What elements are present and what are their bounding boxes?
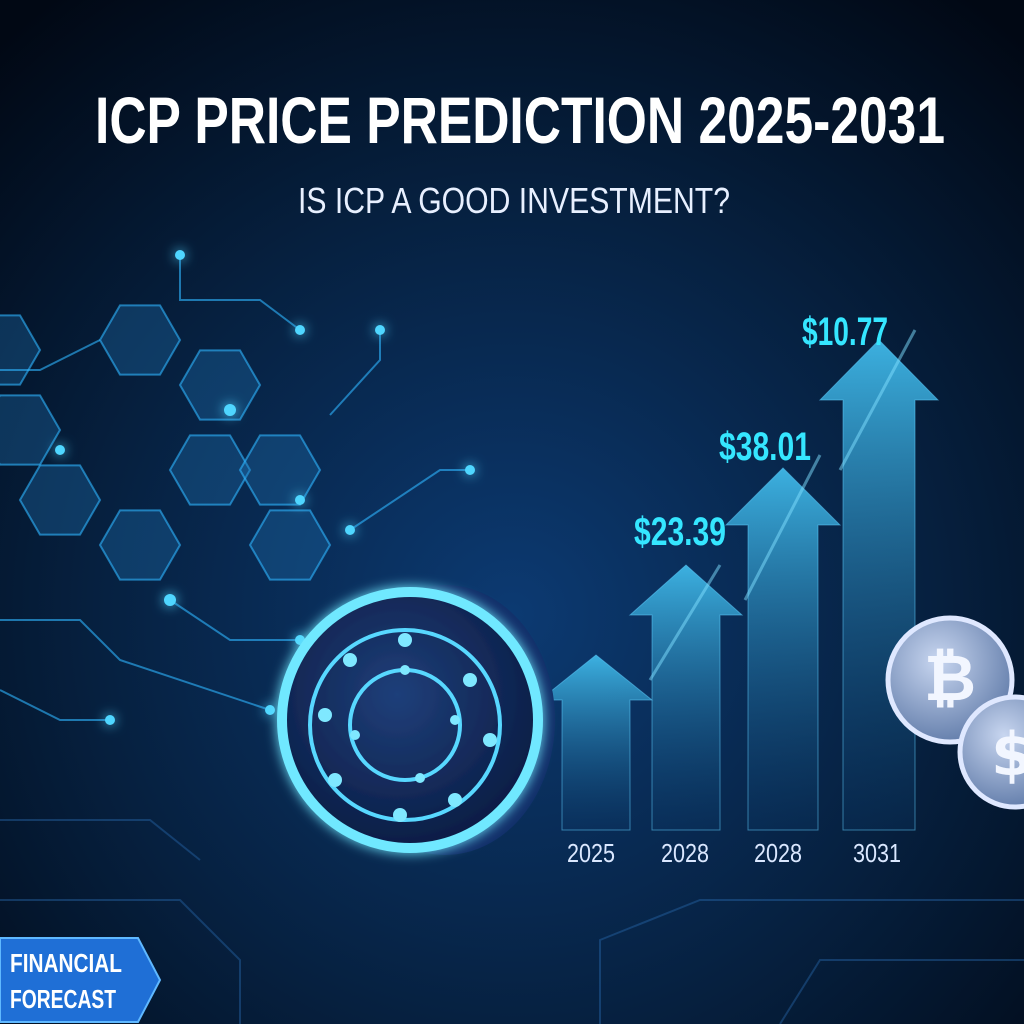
- arrows-part: [648, 564, 722, 681]
- icp-coin-part: [308, 628, 502, 822]
- price-label: $38.01: [719, 425, 811, 469]
- circuit-lines-part: [779, 959, 1024, 1024]
- circuit-lines-part: [0, 819, 201, 861]
- crypto-coins-part: $: [991, 720, 1024, 790]
- hex-network-part: [349, 469, 470, 531]
- icp-coin-part-part: [483, 733, 497, 747]
- badge: FINANCIAL FORECAST: [0, 937, 162, 1023]
- hex-network-part-part: [164, 594, 176, 606]
- icp-coin-part-part: [318, 708, 332, 722]
- hex-network: [0, 250, 475, 725]
- title: ICP PRICE PREDICTION 2025-2031: [95, 83, 945, 157]
- icp-coin-part-part: [393, 808, 407, 822]
- hex-network-part-part: [375, 325, 385, 335]
- icp-coin-part-part: [343, 653, 357, 667]
- year-label: 2025: [567, 838, 615, 868]
- hex-network-part-part: [265, 705, 275, 715]
- hex-network-part-part: [345, 525, 355, 535]
- hex-network-part: [55, 250, 475, 725]
- hex-network-part-part: [295, 325, 305, 335]
- hex-network-part-part: [175, 250, 185, 260]
- icp-coin-part-part: [328, 773, 342, 787]
- arrows-part: [724, 467, 842, 831]
- hex-network-part-part: [465, 465, 475, 475]
- badge-part: [0, 937, 162, 1023]
- price-labels: $23.39 $38.01 $10.77: [634, 310, 888, 554]
- hex-network-part: [169, 599, 300, 641]
- year-label: 3031: [853, 838, 901, 868]
- circuit-lines-part: [0, 899, 241, 1024]
- hex-network-part-part: [55, 445, 65, 455]
- price-label: $23.39: [634, 510, 726, 554]
- icp-coin-part-part: [398, 633, 412, 647]
- icp-coin: [277, 585, 555, 855]
- crypto-coins-part: ₿: [924, 642, 976, 716]
- icp-coin-part-part: [448, 793, 462, 807]
- crypto-coins: ₿ $: [885, 615, 1024, 810]
- badge-text: FORECAST: [10, 984, 116, 1014]
- icp-coin-part-part: [415, 773, 425, 783]
- subtitle: IS ICP A GOOD INVESTMENT?: [298, 180, 730, 221]
- icp-coin-part-part: [463, 673, 477, 687]
- icp-coin-part-part: [350, 730, 360, 740]
- hex-network-part: [0, 339, 101, 371]
- icp-coin-part-part: [450, 715, 460, 725]
- year-label: 2028: [754, 838, 802, 868]
- arrows-part: [628, 564, 744, 831]
- hex-network-part: [179, 255, 301, 331]
- hex-network-part-part: [105, 715, 115, 725]
- badge-text: FINANCIAL: [10, 948, 122, 978]
- hex-network-part-part: [295, 495, 305, 505]
- arrows-part: [743, 454, 822, 601]
- arrows-part: [838, 329, 917, 471]
- circuit-lines: [0, 819, 1024, 1024]
- hex-network-part: [329, 330, 381, 416]
- year-labels: 2025 2028 2028 3031: [567, 838, 901, 868]
- icp-coin-part: [318, 633, 497, 822]
- circuit-lines-part: [599, 899, 1024, 1024]
- icp-coin-part-part: [400, 665, 410, 675]
- crypto-coins-part: [957, 694, 1024, 810]
- hex-network-part-part: [224, 404, 236, 416]
- year-label: 2028: [661, 838, 709, 868]
- hex-network-part: [0, 619, 271, 711]
- price-label: $10.77: [802, 310, 888, 354]
- hex-network-part: [0, 689, 110, 721]
